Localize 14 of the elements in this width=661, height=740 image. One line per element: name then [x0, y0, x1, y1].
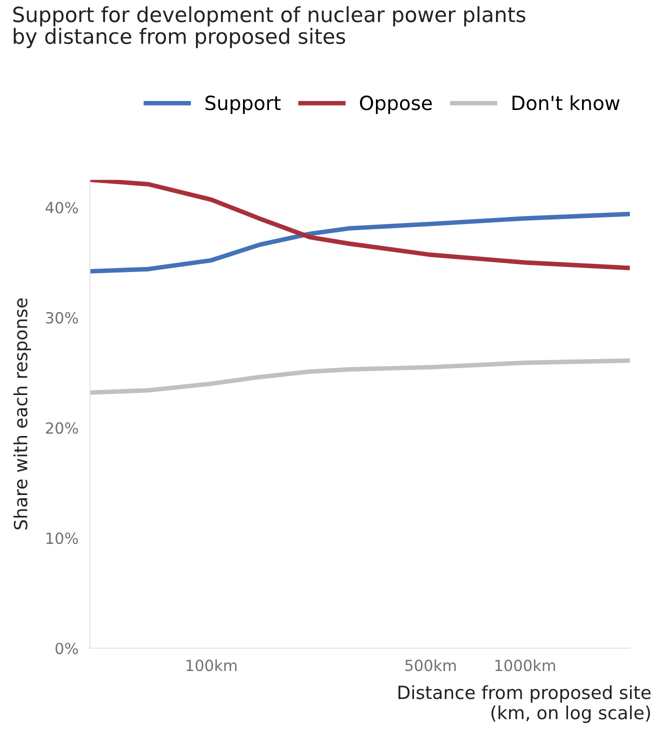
- x-tick-label: 500km: [405, 659, 456, 672]
- y-tick-label: 40%: [46, 202, 78, 214]
- y-tick-label: 0%: [56, 642, 78, 654]
- y-tick-label: 30%: [46, 312, 78, 324]
- y-axis-title: Share with each response: [13, 298, 31, 530]
- legend-label: Support: [206, 96, 281, 114]
- x-axis-title: Distance from proposed site (km, on log scale): [398, 685, 651, 723]
- legend-label: Don't know: [512, 95, 620, 110]
- y-tick-label: 10%: [46, 532, 78, 544]
- x-tick-label: 1000km: [495, 659, 556, 672]
- legend-label: Oppose: [360, 96, 432, 114]
- chart-title: Support for development of nuclear power plants by distance from proposed sites: [13, 6, 526, 48]
- x-tick-label: 100km: [186, 659, 237, 672]
- y-tick-label: 20%: [46, 422, 78, 434]
